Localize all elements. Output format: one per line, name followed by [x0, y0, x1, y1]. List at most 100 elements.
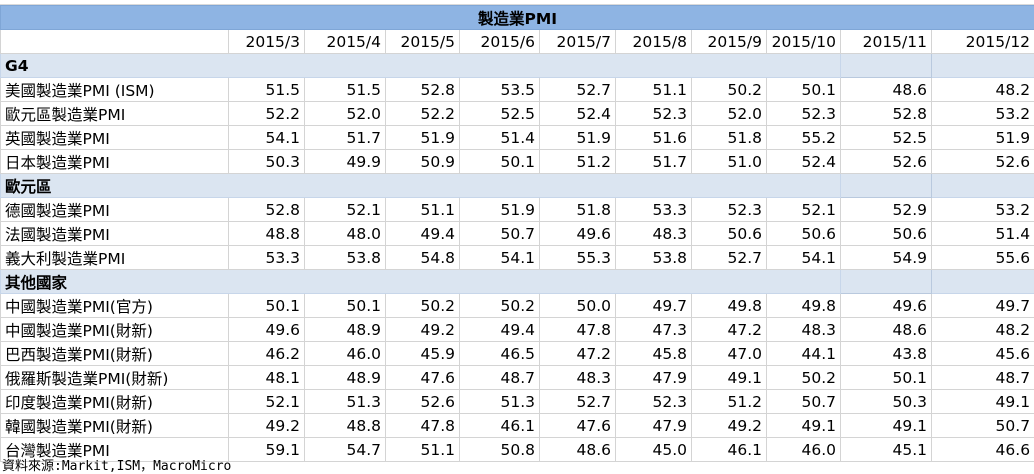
value-cell: 52.6 — [841, 150, 932, 174]
value-cell: 48.6 — [841, 318, 932, 342]
row-label: 俄羅斯製造業PMI(財新) — [1, 366, 229, 390]
column-header: 2015/7 — [540, 30, 616, 54]
section-row: G4 — [1, 54, 1034, 78]
value-cell: 49.1 — [692, 366, 767, 390]
value-cell: 52.8 — [386, 78, 460, 102]
row-label: 歐元區製造業PMI — [1, 102, 229, 126]
row-label: 美國製造業PMI (ISM) — [1, 78, 229, 102]
value-cell: 53.3 — [616, 198, 692, 222]
value-cell: 48.2 — [932, 78, 1034, 102]
value-cell: 48.3 — [616, 222, 692, 246]
value-cell: 52.6 — [932, 150, 1034, 174]
section-title: 歐元區 — [1, 174, 841, 198]
value-cell: 43.8 — [841, 342, 932, 366]
row-label: 義大利製造業PMI — [1, 246, 229, 270]
value-cell: 50.1 — [841, 366, 932, 390]
column-header: 2015/8 — [616, 30, 692, 54]
value-cell: 48.7 — [460, 366, 540, 390]
value-cell: 50.2 — [460, 294, 540, 318]
section-cell — [932, 174, 1034, 198]
value-cell: 47.0 — [692, 342, 767, 366]
source-note: 資料來源:Markit,ISM，MacroMicro — [2, 455, 231, 474]
value-cell: 47.8 — [540, 318, 616, 342]
value-cell: 53.3 — [229, 246, 305, 270]
value-cell: 49.6 — [841, 294, 932, 318]
value-cell: 50.3 — [229, 150, 305, 174]
value-cell: 49.6 — [229, 318, 305, 342]
section-row: 其他國家 — [1, 270, 1034, 294]
value-cell: 52.2 — [229, 102, 305, 126]
value-cell: 51.8 — [540, 198, 616, 222]
value-cell: 50.2 — [386, 294, 460, 318]
value-cell: 52.1 — [229, 390, 305, 414]
row-label: 英國製造業PMI — [1, 126, 229, 150]
value-cell: 46.0 — [767, 438, 841, 462]
value-cell: 51.9 — [932, 126, 1034, 150]
value-cell: 52.7 — [540, 390, 616, 414]
value-cell: 53.2 — [932, 102, 1034, 126]
value-cell: 52.6 — [386, 390, 460, 414]
value-cell: 45.6 — [932, 342, 1034, 366]
value-cell: 51.6 — [616, 126, 692, 150]
column-header: 2015/3 — [229, 30, 305, 54]
row-label: 韓國製造業PMI(財新) — [1, 414, 229, 438]
value-cell: 51.1 — [386, 198, 460, 222]
value-cell: 48.8 — [305, 414, 386, 438]
value-cell: 45.8 — [616, 342, 692, 366]
row-label: 印度製造業PMI(財新) — [1, 390, 229, 414]
value-cell: 52.1 — [767, 198, 841, 222]
value-cell: 49.8 — [767, 294, 841, 318]
column-header: 2015/5 — [386, 30, 460, 54]
value-cell: 46.2 — [229, 342, 305, 366]
value-cell: 51.4 — [460, 126, 540, 150]
column-header: 2015/6 — [460, 30, 540, 54]
value-cell: 46.6 — [932, 438, 1034, 462]
value-cell: 51.9 — [460, 198, 540, 222]
value-cell: 50.8 — [460, 438, 540, 462]
value-cell: 50.9 — [386, 150, 460, 174]
value-cell: 51.3 — [460, 390, 540, 414]
value-cell: 46.5 — [460, 342, 540, 366]
value-cell: 51.4 — [932, 222, 1034, 246]
value-cell: 51.9 — [540, 126, 616, 150]
value-cell: 52.7 — [692, 246, 767, 270]
value-cell: 49.6 — [540, 222, 616, 246]
value-cell: 53.2 — [932, 198, 1034, 222]
value-cell: 48.7 — [932, 366, 1034, 390]
value-cell: 55.2 — [767, 126, 841, 150]
value-cell: 51.0 — [692, 150, 767, 174]
value-cell: 49.2 — [692, 414, 767, 438]
value-cell: 47.2 — [540, 342, 616, 366]
value-cell: 52.4 — [767, 150, 841, 174]
value-cell: 46.0 — [305, 342, 386, 366]
value-cell: 50.1 — [460, 150, 540, 174]
value-cell: 48.0 — [305, 222, 386, 246]
value-cell: 46.1 — [460, 414, 540, 438]
value-cell: 54.7 — [305, 438, 386, 462]
value-cell: 48.3 — [767, 318, 841, 342]
value-cell: 49.1 — [932, 390, 1034, 414]
value-cell: 51.1 — [616, 78, 692, 102]
value-cell: 45.1 — [841, 438, 932, 462]
value-cell: 50.6 — [767, 222, 841, 246]
value-cell: 50.1 — [229, 294, 305, 318]
value-cell: 50.7 — [460, 222, 540, 246]
value-cell: 51.5 — [229, 78, 305, 102]
header-corner — [1, 30, 229, 54]
value-cell: 50.7 — [932, 414, 1034, 438]
section-row: 歐元區 — [1, 174, 1034, 198]
value-cell: 48.3 — [540, 366, 616, 390]
value-cell: 49.4 — [460, 318, 540, 342]
value-cell: 51.7 — [616, 150, 692, 174]
value-cell: 53.5 — [460, 78, 540, 102]
value-cell: 49.4 — [386, 222, 460, 246]
